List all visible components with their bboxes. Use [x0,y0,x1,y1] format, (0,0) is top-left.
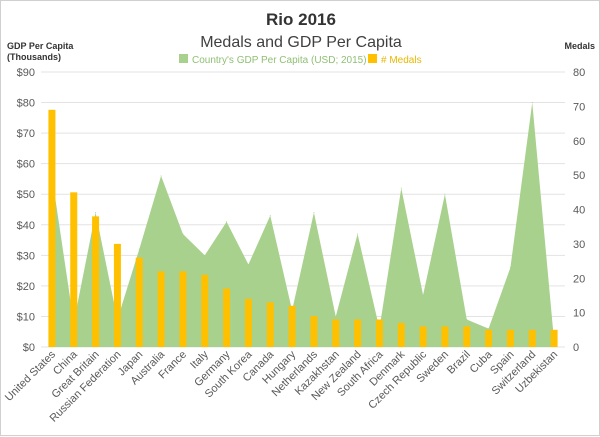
medal-bar [70,192,78,347]
y-right-tick-label: 0 [573,342,579,354]
gdp-point [182,233,184,235]
legend-swatch-medals [368,54,377,63]
gdp-point [531,102,533,104]
y-left-tick-label: $60 [17,159,35,171]
gdp-point [400,187,402,189]
y-right-tick-label: 70 [573,101,585,113]
y-right-tick-label: 60 [573,136,585,148]
gdp-point [226,221,228,223]
legend-swatch-gdp [179,54,188,63]
gdp-point [160,175,162,177]
y-left-tick-label: $40 [17,220,35,232]
medal-bar [485,329,493,347]
y-right-tick-label: 30 [573,239,585,251]
legend-label-gdp: Country's GDP Per Capita (USD; 2015) [192,55,367,66]
y-right-axis-title: Medals [564,41,595,51]
gdp-point [204,254,206,256]
medal-bar [179,271,187,347]
medal-bar [266,302,274,347]
gdp-area-series [51,102,555,347]
y-left-tick-label: $20 [17,281,35,293]
chart-subtitle: Medals and GDP Per Capita [200,34,402,51]
bar-layer [48,109,558,347]
gdp-point [313,212,315,214]
gdp-point [357,233,359,235]
gdp-point [138,248,140,250]
medal-bar [354,319,362,347]
gdp-point [247,264,249,265]
y-right-tick-label: 80 [573,67,585,79]
gdp-point [95,212,97,214]
y-right-tick-label: 20 [573,273,585,285]
y-left-axis-title-line1: GDP Per Capita [7,41,74,51]
medal-bar [419,326,427,347]
y-left-tick-label: $10 [17,311,35,323]
medal-bar [441,326,449,347]
gdp-point [422,294,424,296]
gdp-point [335,315,337,317]
medal-bar [375,319,383,347]
chart-title: Rio 2016 [266,10,336,29]
medal-bar [310,316,318,347]
medal-bar [113,243,121,347]
y-right-tick-label: 50 [573,170,585,182]
y-left-tick-label: $90 [17,67,35,79]
y-left-tick-label: $80 [17,98,35,110]
medal-bar [223,288,231,347]
medal-bar [92,216,100,347]
medal-bar [506,329,514,347]
medal-bar [288,305,296,347]
gdp-point [509,267,511,269]
medal-bar [550,329,558,347]
y-left-tick-label: $30 [17,250,35,262]
medal-bar [201,274,209,347]
y-right-tick-label: 40 [573,205,585,217]
y-left-axis-title-line2: (Thousands) [7,52,61,62]
gdp-point [488,328,490,330]
gdp-point [466,319,468,320]
category-label: United States [3,348,59,404]
gdp-point [269,215,271,217]
y-left-tick-label: $50 [17,189,35,201]
y-left-tick-label: $0 [23,342,35,354]
medal-bar [135,257,143,347]
medal-bar [397,322,405,347]
legend-label-medals: # Medals [381,55,422,66]
medal-bar [48,109,56,347]
medal-bar [157,271,165,347]
medal-bar [463,326,471,347]
right-tick-layer: 0 10 20 30 40 50 60 70 80 [573,67,585,354]
medal-bar [528,329,536,347]
medal-bar [244,298,252,347]
left-tick-layer: $0 $10 $20 $30 $40 $50 $60 $70 $80 $90 [17,67,35,354]
gdp-point [444,193,446,195]
category-label: Brazil [445,349,473,377]
legend: Country's GDP Per Capita (USD; 2015) # M… [179,54,422,66]
medal-bar [332,319,340,347]
y-left-tick-label: $70 [17,128,35,140]
y-right-tick-label: 10 [573,308,585,320]
